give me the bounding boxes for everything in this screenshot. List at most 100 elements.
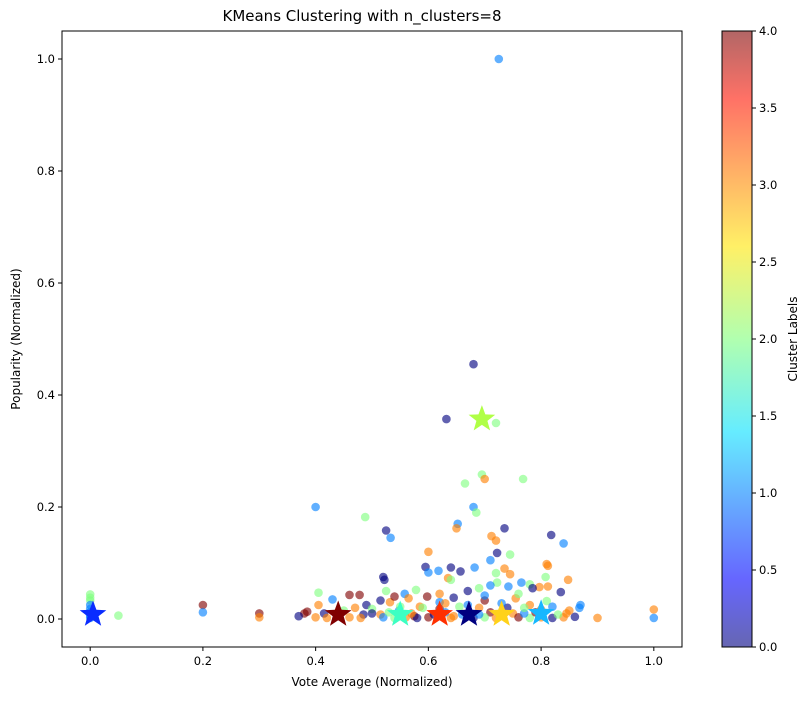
- data-point-47: [504, 582, 513, 591]
- data-point-20: [559, 539, 568, 548]
- data-point-59: [422, 592, 432, 601]
- data-point-61: [404, 594, 413, 603]
- x-tick-label-5: 1.0: [645, 654, 663, 668]
- data-point-19: [491, 536, 501, 545]
- data-point-35: [505, 569, 515, 579]
- centroid-star-0: [79, 600, 107, 626]
- data-point-11: [360, 512, 370, 522]
- x-tick-label-2: 0.4: [306, 654, 324, 668]
- data-point-1: [469, 359, 478, 369]
- data-point-66: [542, 596, 551, 606]
- x-tick-label-4: 0.8: [532, 654, 550, 668]
- data-point-31: [434, 566, 443, 576]
- scatter-points: [85, 54, 659, 623]
- y-tick-label-1: 0.2: [37, 500, 55, 514]
- data-point-8: [311, 502, 320, 512]
- colorbar-tick-label-3: 1.5: [759, 409, 777, 423]
- data-point-30: [500, 564, 509, 573]
- data-point-23: [505, 550, 515, 559]
- data-point-2: [442, 414, 451, 424]
- y-tick-label-0: 0.0: [37, 612, 55, 626]
- data-point-46: [543, 582, 553, 591]
- data-point-151: [514, 589, 523, 599]
- y-axis-label: Popularity (Normalized): [9, 268, 23, 409]
- data-point-103: [345, 613, 354, 622]
- x-tick-label-3: 0.6: [419, 654, 437, 668]
- data-point-48: [535, 582, 544, 592]
- data-point-29: [470, 563, 479, 572]
- data-point-32: [456, 567, 465, 576]
- data-point-141: [553, 610, 563, 619]
- data-point-51: [411, 585, 421, 595]
- colorbar-tick-label-1: 0.5: [759, 563, 777, 577]
- data-point-28: [446, 563, 456, 572]
- data-point-33: [424, 568, 433, 577]
- colorbar-tick-label-8: 4.0: [759, 24, 777, 38]
- data-point-102: [311, 613, 320, 622]
- data-point-41: [446, 575, 456, 585]
- data-point-45: [486, 581, 495, 590]
- colorbar-ticks: 0.0 0.5 1.0 1.5 2.0 2.5 3.0 3.5 4.0: [752, 24, 777, 654]
- data-point-70: [198, 600, 208, 610]
- data-point-0: [494, 54, 504, 64]
- data-point-145: [441, 599, 450, 608]
- data-point-154: [350, 603, 360, 613]
- x-axis-label: Vote Average (Normalized): [291, 675, 452, 689]
- colorbar-tick-label-2: 1.0: [759, 486, 777, 500]
- data-point-18: [386, 533, 395, 543]
- x-axis: 0.0 0.2 0.4 0.6 0.8 1.0: [81, 647, 663, 668]
- data-point-54: [556, 587, 566, 597]
- centroid-star-3: [426, 600, 453, 626]
- data-point-39: [380, 575, 389, 585]
- data-point-153: [390, 592, 399, 601]
- chart-title: KMeans Clustering with n_clusters=8: [222, 7, 501, 26]
- data-point-74: [455, 602, 464, 611]
- data-point-21: [424, 547, 433, 557]
- data-point-57: [345, 590, 354, 600]
- data-point-104: [379, 613, 388, 622]
- data-point-86: [198, 608, 208, 617]
- data-point-125: [446, 613, 456, 623]
- data-point-42: [492, 578, 502, 587]
- colorbar-label: Cluster Labels: [786, 296, 800, 381]
- data-point-97: [294, 611, 304, 621]
- data-point-6: [518, 474, 528, 484]
- centroid-star-2: [386, 600, 414, 626]
- data-point-7: [460, 479, 470, 488]
- data-point-10: [472, 508, 481, 517]
- data-point-64: [376, 596, 385, 605]
- x-tick-label-0: 0.0: [81, 654, 99, 668]
- data-point-149: [548, 602, 557, 611]
- colorbar-tick-label-4: 2.0: [759, 332, 777, 346]
- data-point-152: [435, 589, 444, 599]
- data-point-13: [500, 524, 509, 533]
- centroid-star-6: [527, 599, 555, 625]
- data-point-101: [254, 613, 264, 622]
- data-point-24: [486, 555, 495, 565]
- y-tick-label-2: 0.4: [37, 388, 55, 402]
- data-point-78: [474, 603, 484, 613]
- data-point-36: [541, 572, 550, 582]
- data-point-50: [474, 583, 484, 593]
- data-point-15: [381, 526, 391, 535]
- data-point-55: [314, 588, 323, 597]
- data-point-3: [491, 418, 501, 428]
- data-point-76: [575, 603, 584, 613]
- data-point-58: [355, 590, 364, 600]
- y-tick-label-3: 0.6: [37, 276, 55, 290]
- data-point-100: [570, 612, 580, 622]
- data-point-144: [418, 603, 428, 613]
- data-point-52: [381, 586, 391, 596]
- data-point-148: [519, 603, 529, 613]
- y-tick-label-4: 0.8: [37, 164, 55, 178]
- colorbar-tick-label-0: 0.0: [759, 640, 777, 654]
- centroid-star-1: [324, 600, 352, 626]
- data-point-53: [463, 586, 473, 596]
- data-point-131: [367, 609, 377, 618]
- data-point-63: [328, 595, 337, 604]
- data-point-111: [593, 613, 602, 623]
- data-point-142: [565, 606, 574, 615]
- data-point-121: [322, 613, 332, 623]
- y-axis: 0.0 0.2 0.4 0.6 0.8 1.0: [37, 52, 62, 626]
